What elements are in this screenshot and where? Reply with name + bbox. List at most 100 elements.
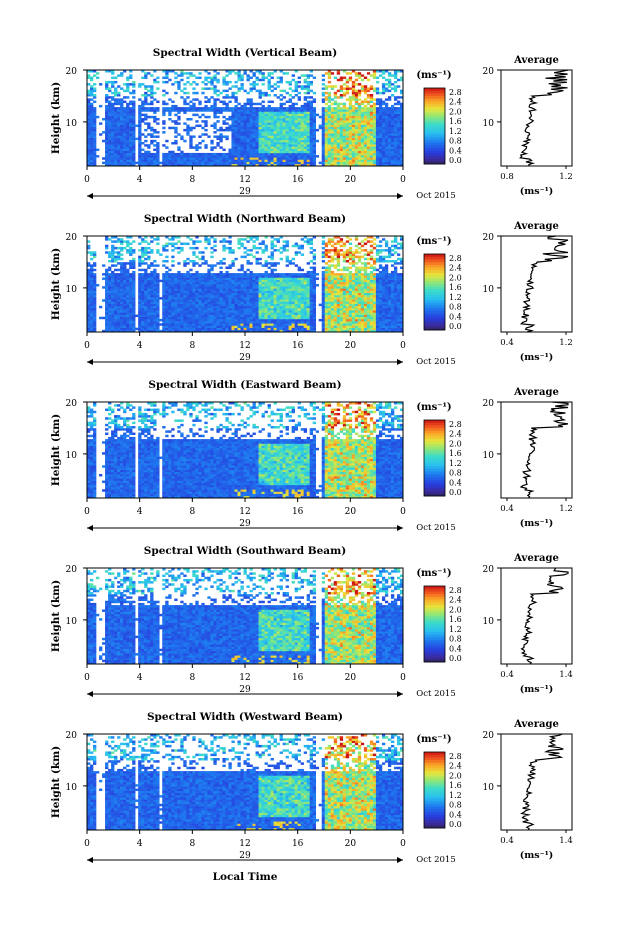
heatmap-cell <box>397 157 400 159</box>
heatmap-cell <box>207 107 210 109</box>
heatmap-cell <box>150 280 153 282</box>
heatmap-cell <box>256 79 259 81</box>
heatmap-cell <box>150 162 153 164</box>
heatmap-cell <box>373 127 376 129</box>
heatmap-cell <box>123 142 126 144</box>
heatmap-cell <box>105 149 108 151</box>
heatmap-cell <box>268 157 271 159</box>
heatmap-cell <box>129 103 132 105</box>
heatmap-cell <box>304 111 307 113</box>
heatmap-cell <box>268 155 271 157</box>
heatmap-cell <box>144 103 147 105</box>
heatmap-cell <box>183 273 186 275</box>
heatmap-cell <box>283 109 286 111</box>
heatmap-cell <box>256 135 259 137</box>
heatmap-cell <box>198 264 201 266</box>
heatmap-cell <box>105 125 108 127</box>
heatmap-cell <box>132 273 135 275</box>
heatmap-cell <box>262 94 265 96</box>
heatmap-cell <box>213 135 216 137</box>
heatmap-cell <box>355 162 358 164</box>
heatmap-cell <box>120 286 123 288</box>
heatmap-cell <box>313 107 316 109</box>
heatmap-cell <box>153 135 156 137</box>
heatmap-cell <box>234 280 237 282</box>
heatmap-cell <box>253 131 256 133</box>
heatmap-cell <box>126 269 129 271</box>
heatmap-cell <box>198 284 201 286</box>
heatmap-cell <box>334 85 337 87</box>
heatmap-cell <box>304 120 307 122</box>
heatmap-cell <box>195 310 198 312</box>
heatmap-cell <box>334 138 337 140</box>
heatmap-cell <box>204 77 207 79</box>
heatmap-cell <box>111 288 114 290</box>
heatmap-cell <box>165 301 168 303</box>
heatmap-cell <box>222 293 225 295</box>
heatmap-cell <box>325 109 328 111</box>
heatmap-cell <box>150 135 153 137</box>
heatmap-cell <box>132 144 135 146</box>
heatmap-cell <box>334 131 337 133</box>
heatmap-cell <box>283 157 286 159</box>
heatmap-cell <box>201 280 204 282</box>
heatmap-cell <box>244 116 247 118</box>
heatmap-cell <box>304 122 307 124</box>
heatmap-cell <box>90 295 93 297</box>
heatmap-cell <box>222 288 225 290</box>
heatmap-cell <box>228 299 231 301</box>
heatmap-cell <box>385 153 388 155</box>
heatmap-cell <box>322 107 325 109</box>
heatmap-cell <box>373 138 376 140</box>
heatmap-cell <box>325 162 328 164</box>
heatmap-cell <box>271 293 274 295</box>
heatmap-cell <box>322 94 325 96</box>
heatmap-cell <box>234 133 237 135</box>
heatmap-cell <box>198 101 201 103</box>
heatmap-cell <box>192 264 195 266</box>
heatmap-cell <box>259 310 262 312</box>
heatmap-cell <box>259 122 262 124</box>
heatmap-cell <box>367 94 370 96</box>
heatmap-cell <box>385 155 388 157</box>
heatmap-cell <box>186 81 189 83</box>
heatmap-cell <box>108 308 111 310</box>
heatmap-cell <box>231 94 234 96</box>
heatmap-cell <box>213 299 216 301</box>
heatmap-cell <box>292 96 295 98</box>
heatmap-cell <box>331 144 334 146</box>
heatmap-cell <box>325 153 328 155</box>
heatmap-cell <box>394 140 397 142</box>
heatmap-cell <box>174 107 177 109</box>
heatmap-cell <box>222 149 225 151</box>
heatmap-cell <box>361 107 364 109</box>
heatmap-cell <box>180 135 183 137</box>
heatmap-cell <box>244 301 247 303</box>
heatmap-cell <box>195 284 198 286</box>
heatmap-cell <box>93 308 96 310</box>
heatmap-cell <box>292 159 295 161</box>
heatmap-cell <box>237 293 240 295</box>
heatmap-cell <box>382 142 385 144</box>
heatmap-cell <box>168 127 171 129</box>
heatmap-cell <box>358 135 361 137</box>
heatmap-cell <box>322 125 325 127</box>
heatmap-cell <box>162 286 165 288</box>
heatmap-cell <box>231 299 234 301</box>
heatmap-cell <box>253 114 256 116</box>
heatmap-cell <box>189 273 192 275</box>
heatmap-cell <box>195 295 198 297</box>
heatmap-cell <box>129 120 132 122</box>
heatmap-cell <box>253 85 256 87</box>
heatmap-cell <box>111 114 114 116</box>
heatmap-cell <box>123 155 126 157</box>
heatmap-cell <box>331 107 334 109</box>
heatmap-cell <box>186 317 189 319</box>
heatmap-cell <box>355 79 358 81</box>
heatmap-cell <box>240 282 243 284</box>
heatmap-cell <box>144 271 147 273</box>
panel-title: Spectral Width (Northward Beam) <box>144 213 346 225</box>
heatmap-cell <box>225 310 228 312</box>
heatmap-cell <box>168 153 171 155</box>
heatmap-cell <box>114 94 117 96</box>
